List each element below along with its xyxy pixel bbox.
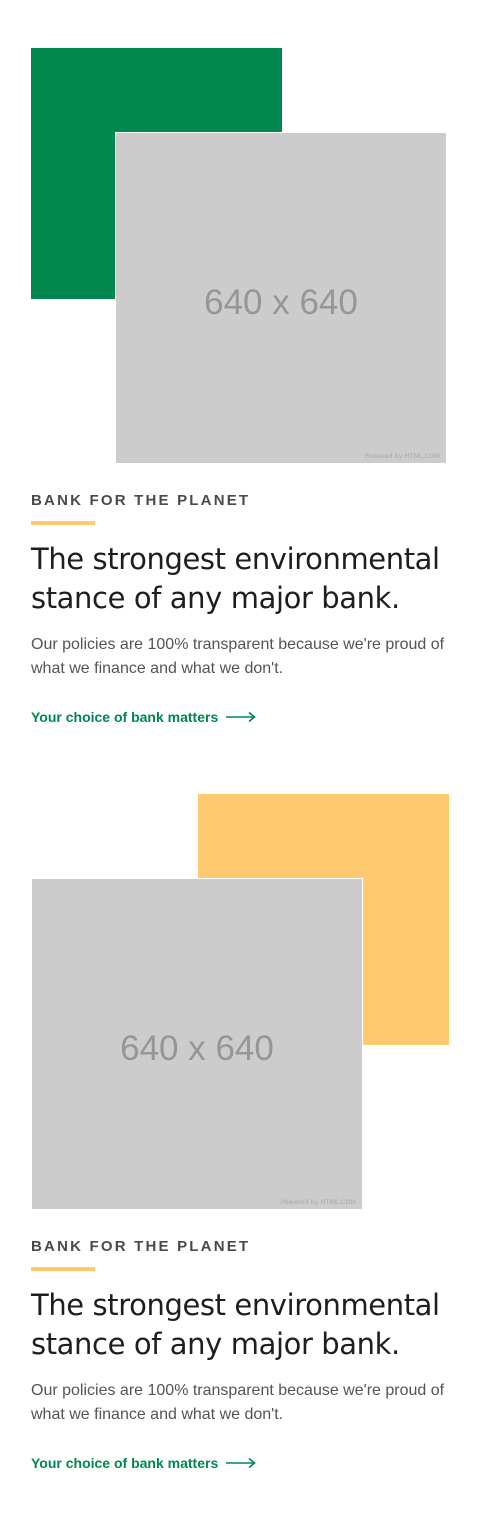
image-credit: Powered by HTML.COM bbox=[280, 1198, 356, 1206]
image-size-label: 640 x 640 bbox=[120, 1029, 274, 1068]
feature-section-1: 640 x 640 Powered by HTML.COM BANK FOR T… bbox=[0, 0, 480, 725]
feature-section-2: 640 x 640 Powered by HTML.COM BANK FOR T… bbox=[0, 746, 480, 1471]
feature-image: 640 x 640 Powered by HTML.COM bbox=[31, 878, 363, 1210]
arrow-right-icon bbox=[226, 711, 256, 723]
body-text: Our policies are 100% transparent becaus… bbox=[31, 1382, 445, 1423]
cta-label: Your choice of bank matters bbox=[31, 709, 219, 725]
eyebrow-underline bbox=[31, 521, 95, 525]
cta-link[interactable]: Your choice of bank matters bbox=[31, 709, 256, 725]
image-credit: Powered by HTML.COM bbox=[364, 452, 440, 460]
headline: The strongest environmental stance of an… bbox=[31, 542, 440, 615]
feature-image: 640 x 640 Powered by HTML.COM bbox=[115, 132, 447, 464]
arrow-right-icon bbox=[226, 1457, 256, 1469]
image-size-label: 640 x 640 bbox=[204, 283, 358, 322]
eyebrow-underline bbox=[31, 1267, 95, 1271]
eyebrow-label: BANK FOR THE PLANET bbox=[31, 1238, 251, 1255]
body-text: Our policies are 100% transparent becaus… bbox=[31, 636, 445, 677]
eyebrow-label: BANK FOR THE PLANET bbox=[31, 492, 251, 509]
cta-link[interactable]: Your choice of bank matters bbox=[31, 1455, 256, 1471]
headline: The strongest environmental stance of an… bbox=[31, 1288, 440, 1361]
cta-label: Your choice of bank matters bbox=[31, 1455, 219, 1471]
